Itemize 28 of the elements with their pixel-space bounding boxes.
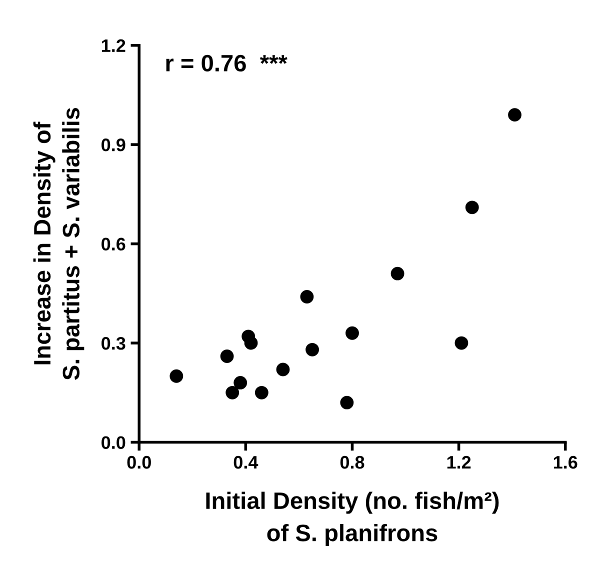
point: [220, 350, 234, 363]
point: [390, 266, 404, 280]
point: [340, 396, 354, 410]
x-tick-label: 1.2: [447, 456, 471, 469]
x-tick-label: 1.6: [554, 456, 578, 469]
point: [170, 369, 184, 383]
point: [454, 336, 468, 350]
point: [306, 342, 319, 356]
y-tick-label: 0.9: [102, 138, 126, 152]
point: [226, 386, 240, 400]
y-tick-label: 0.0: [102, 436, 126, 449]
point: [276, 362, 290, 376]
point: [465, 200, 479, 214]
point: [254, 386, 268, 400]
x-tick-label: 0.8: [340, 456, 364, 469]
point: [300, 290, 314, 304]
point: [346, 326, 359, 340]
point: [244, 336, 258, 350]
y-tick-label: 0.6: [102, 238, 126, 251]
y-axis-title: Increase in Density of S. partitus + S. variabilis: [33, 108, 84, 380]
point: [234, 376, 248, 390]
point: [508, 108, 522, 122]
x-axis-title: Initial Density (no. fish/m²) of S. planifrons: [206, 492, 499, 546]
y-tick-label: 0.3: [102, 336, 126, 350]
x-tick-label: 0.0: [127, 456, 151, 469]
y-tick-label: 1.2: [102, 39, 126, 52]
x-tick-label: 0.4: [234, 456, 258, 469]
annotation: r = 0.76 ***: [166, 54, 288, 72]
